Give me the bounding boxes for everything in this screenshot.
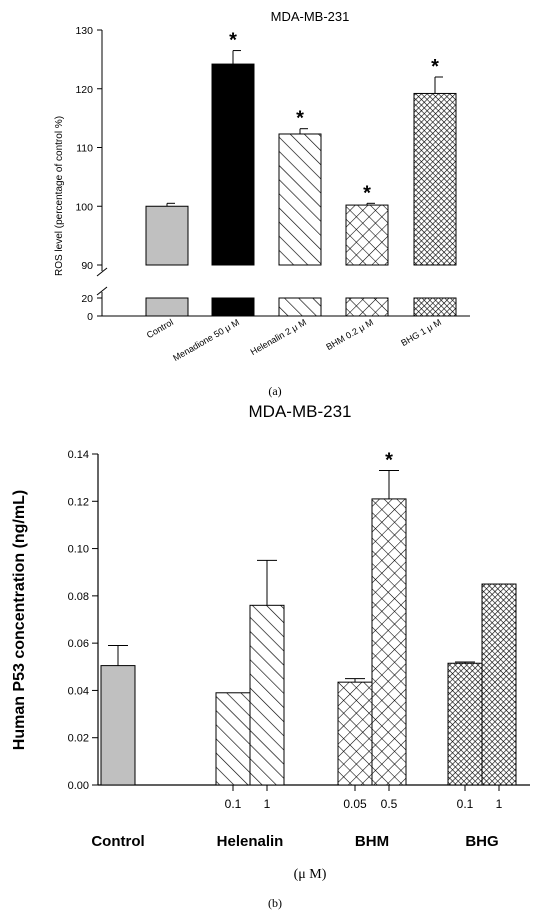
panel-b-y-tick-label: 0.08 [68,591,89,603]
panel-b-title: MDA-MB-231 [249,402,352,421]
panel-a-y-tick-label: 130 [75,25,93,37]
panel-a-bar [345,204,389,266]
panel-a-significance-marks: * * * * [229,30,439,205]
panel-b-y-tick-label: 0.00 [68,780,89,792]
panel-b-y-tick-label: 0.02 [68,733,89,745]
panel-b-group-label: BHM [355,833,389,850]
panel-b-error-bars [108,470,475,683]
panel-b-bar [371,498,407,786]
panel-b-group-label: BHG [465,833,498,850]
panel-a-x-tick-label: Menadione 50 μ M [171,317,241,363]
panel-b-dose-label: 0.1 [225,797,242,811]
panel-b-significance-marks: * [385,450,393,472]
panel-a-bar-lower-segment [211,297,255,317]
panel-a-axis-break-mark [96,267,108,277]
panel-b-dose-label: 0.05 [343,797,367,811]
panel-a-significance-star: * [363,182,371,204]
panel-a-y-tick-label: 90 [81,260,93,272]
panel-b-bar [100,665,136,786]
panel-b-xlabel: (μ M) [294,867,327,882]
panel-a-y-tick-label: 0 [87,311,93,323]
panel-b-group-labels: Control Helenalin BHM BHG [91,833,498,850]
panel-b-y-tick-labels: 0.00 0.02 0.04 0.06 0.08 0.10 0.12 0.14 [68,449,89,792]
panel-a-axis-break-mark [96,286,108,296]
panel-a-x-tick-label: Control [145,317,175,340]
panel-b-significance-star: * [385,450,393,472]
panel-a-bar-lower-segment [145,297,189,317]
panel-a-bar-lower-segment [278,297,322,317]
panel-a-y-tick-label: 120 [75,84,93,96]
panel-b-bar [481,583,517,786]
panel-a-bars [145,63,457,317]
panel-a-bar [211,63,255,266]
panel-b-y-tick-label: 0.14 [68,449,89,461]
panel-b-y-tick-label: 0.06 [68,638,89,650]
panel-a-label: (a) [268,384,281,398]
panel-b-chart: MDA-MB-231 Human P53 concentration (ng/m… [11,402,530,910]
panel-a-y-tick-label: 100 [75,201,93,213]
panel-b-dose-label: 0.5 [381,797,398,811]
panel-a-bar-lower-segment [413,297,457,317]
panel-b-dose-labels: 0.1 1 0.05 0.5 0.1 1 [225,797,503,811]
panel-a-y-tick-labels: 90 100 110 120 130 0 20 [75,25,93,323]
panel-b-bar [215,692,251,786]
panel-b-bar [249,604,285,786]
panel-a-chart: MDA-MB-231 ROS level (percentage of cont… [54,9,470,398]
panel-a-bar [413,92,457,266]
panel-b-y-tick-label: 0.10 [68,544,89,556]
panel-a-bar [145,205,189,266]
panel-b-bar [337,681,373,786]
panel-b-bar [447,662,483,786]
panel-b-group-label: Control [91,833,144,850]
panel-b-label: (b) [268,896,282,910]
panel-b-dose-label: 0.1 [457,797,474,811]
panel-a-significance-star: * [229,30,237,52]
panel-a-x-tick-label: BHG 1 μ M [399,317,443,348]
panel-a-x-tick-label: BHM 0.2 μ M [324,317,375,352]
panel-b-y-tick-label: 0.12 [68,496,89,508]
panel-a-error-bars [166,50,443,207]
panel-a-significance-star: * [296,108,304,130]
panel-a-y-tick-label: 20 [81,293,93,305]
panel-b-group-label: Helenalin [217,833,284,850]
panel-b-dose-label: 1 [496,797,503,811]
panel-a-bar-lower-segment [345,297,389,317]
panel-b-ylabel: Human P53 concentration (ng/mL) [11,490,28,750]
panel-a-y-tick-label: 110 [76,143,93,155]
panel-a-title: MDA-MB-231 [271,9,350,24]
panel-a-x-tick-label: Helenalin 2 μ M [249,317,308,357]
panel-a-bar [278,133,322,266]
panel-a-significance-star: * [431,56,439,78]
panel-a-ylabel: ROS level (percentage of control %) [54,116,65,276]
panel-b-dose-label: 1 [264,797,271,811]
panel-b-bars [100,498,517,786]
panel-b-y-tick-label: 0.04 [68,685,89,697]
